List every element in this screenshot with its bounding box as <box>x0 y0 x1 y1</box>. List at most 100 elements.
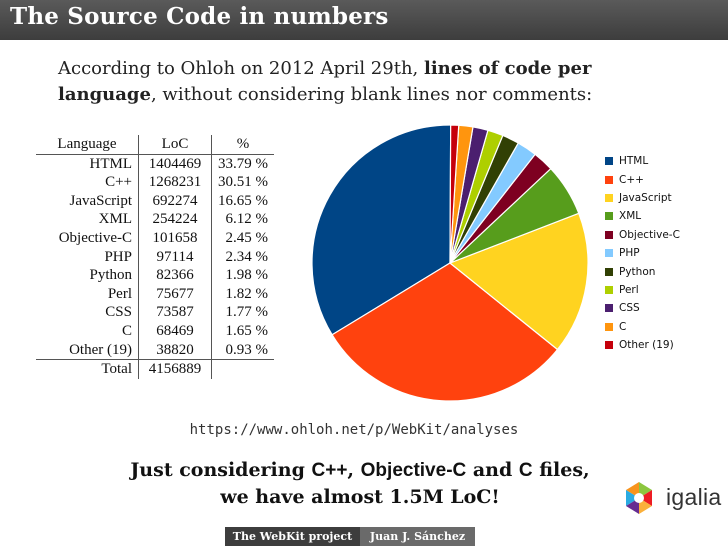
legend-label: HTML <box>619 155 649 168</box>
legend-swatch <box>605 157 613 166</box>
legend-item: HTML <box>605 152 680 170</box>
pie-slice-html <box>311 124 452 336</box>
cell-percent: 30.51 % <box>218 174 268 191</box>
table-row: C 68469 1.65 % <box>36 321 274 341</box>
legend-item: PHP <box>605 244 680 262</box>
igalia-logo: igalia <box>618 478 728 518</box>
table-row: Other (19) 38820 0.93 % <box>36 340 274 361</box>
legend-item: XML <box>605 207 680 225</box>
legend-item: C <box>605 318 680 336</box>
cell-percent: 1.65 % <box>225 322 269 339</box>
header-percent: % <box>211 135 274 155</box>
cell-percent: 1.98 % <box>225 267 269 284</box>
table-row: Perl 75677 1.82 % <box>36 284 274 304</box>
cell-loc: 101658 <box>138 228 212 248</box>
conclusion-p4: files, <box>532 459 590 481</box>
legend-label: C++ <box>619 173 644 186</box>
pie-slice-javascript <box>448 212 589 351</box>
cell-language: Other (19) <box>36 340 139 361</box>
cell-language: Objective-C <box>36 228 139 248</box>
header-loc: LoC <box>138 135 212 155</box>
legend-swatch <box>605 341 613 350</box>
total-label: Total <box>36 359 139 379</box>
legend-swatch <box>605 304 613 313</box>
table-row: CSS 73587 1.77 % <box>36 303 274 322</box>
table-row: Objective-C 101658 2.45 % <box>36 228 274 248</box>
legend-swatch <box>605 267 613 276</box>
cell-loc: 254224 <box>138 210 212 229</box>
conclusion-p2: , <box>347 459 361 481</box>
conclusion-text: Just considering C++, Objective-C and C … <box>100 457 620 510</box>
igalia-logo-text: igalia <box>666 484 722 510</box>
cell-language: PHP <box>36 247 139 267</box>
pie-slice-other-19 <box>449 124 460 264</box>
pie-legend: HTML C++ JavaScript XML Objective-C PHP Python… <box>605 152 680 354</box>
cell-percent: 2.34 % <box>225 248 269 265</box>
source-url-text: https://www.ohloh.net/p/WebKit/analyses <box>189 422 519 438</box>
legend-label: C <box>619 320 627 333</box>
cell-language: HTML <box>36 154 139 174</box>
legend-item: JavaScript <box>605 189 680 207</box>
legend-item: Perl <box>605 281 680 299</box>
legend-item: Other (19) <box>605 336 680 354</box>
legend-item: Python <box>605 262 680 280</box>
intro-part2: , without considering blank lines nor co… <box>150 84 593 105</box>
cell-language: JavaScript <box>36 191 139 211</box>
cell-language: Perl <box>36 284 139 304</box>
cell-loc: 38820 <box>138 340 212 361</box>
table-row: C++ 1268231 30.51 % <box>36 173 274 192</box>
legend-swatch <box>605 322 613 331</box>
slide-title: The Source Code in numbers <box>10 3 389 30</box>
footer-project: The WebKit project <box>225 527 360 546</box>
conclusion-cpp: C++ <box>311 460 348 481</box>
cell-loc: 1268231 <box>138 173 212 192</box>
table-total-row: Total 4156889 <box>36 359 275 379</box>
loc-table: Language LoC % HTML 1404469 33.79 % C++ 126… <box>36 135 274 379</box>
cell-loc: 97114 <box>138 247 212 267</box>
cell-loc: 75677 <box>138 284 212 304</box>
legend-swatch <box>605 212 613 221</box>
conclusion-c: C <box>518 460 533 481</box>
cell-percent: 1.82 % <box>225 285 269 302</box>
header-language: Language <box>36 135 139 155</box>
cell-loc: 68469 <box>138 321 212 341</box>
cell-percent: 16.65 % <box>218 192 268 209</box>
intro-text: According to Ohloh on 2012 April 29th, l… <box>58 56 658 108</box>
pie-slice-c <box>331 262 559 402</box>
legend-label: XML <box>619 210 642 223</box>
cell-language: C++ <box>36 173 139 192</box>
legend-label: Objective-C <box>619 228 680 241</box>
cell-language: C <box>36 321 139 341</box>
total-empty <box>212 360 275 379</box>
cell-percent: 0.93 % <box>211 340 274 361</box>
table-row: HTML 1404469 33.79 % <box>36 154 274 174</box>
table-row: JavaScript 692274 16.65 % <box>36 191 274 211</box>
footer-author: Juan J. Sánchez <box>360 527 475 546</box>
legend-item: CSS <box>605 299 680 317</box>
legend-label: JavaScript <box>619 191 672 204</box>
title-bar: The Source Code in numbers <box>0 0 728 40</box>
conclusion-p3: and <box>466 459 519 481</box>
total-value: 4156889 <box>138 359 212 379</box>
cell-loc: 82366 <box>138 266 212 285</box>
conclusion-objc: Objective-C <box>360 460 467 481</box>
cell-language: XML <box>36 210 139 229</box>
intro-part1: According to Ohloh on 2012 April 29th, <box>58 58 424 79</box>
legend-label: Perl <box>619 283 639 296</box>
pie-chart <box>311 124 589 402</box>
cell-percent: 1.77 % <box>225 304 269 321</box>
table-row: PHP 97114 2.34 % <box>36 247 274 267</box>
legend-label: Python <box>619 265 656 278</box>
legend-swatch <box>605 193 613 202</box>
cell-loc: 692274 <box>138 191 212 211</box>
intro-bold: lines of code per language <box>58 58 592 105</box>
table-header-row: Language LoC % <box>36 135 274 155</box>
cell-language: CSS <box>36 303 139 322</box>
conclusion-p1: Just considering <box>130 459 312 481</box>
table-row: XML 254224 6.12 % <box>36 210 274 229</box>
cell-loc: 73587 <box>138 303 212 322</box>
legend-label: Other (19) <box>619 339 674 352</box>
source-url: https://www.ohloh.net/p/WebKit/analyses <box>0 422 728 438</box>
table-row: Python 82366 1.98 % <box>36 266 274 285</box>
cell-language: Python <box>36 266 139 285</box>
